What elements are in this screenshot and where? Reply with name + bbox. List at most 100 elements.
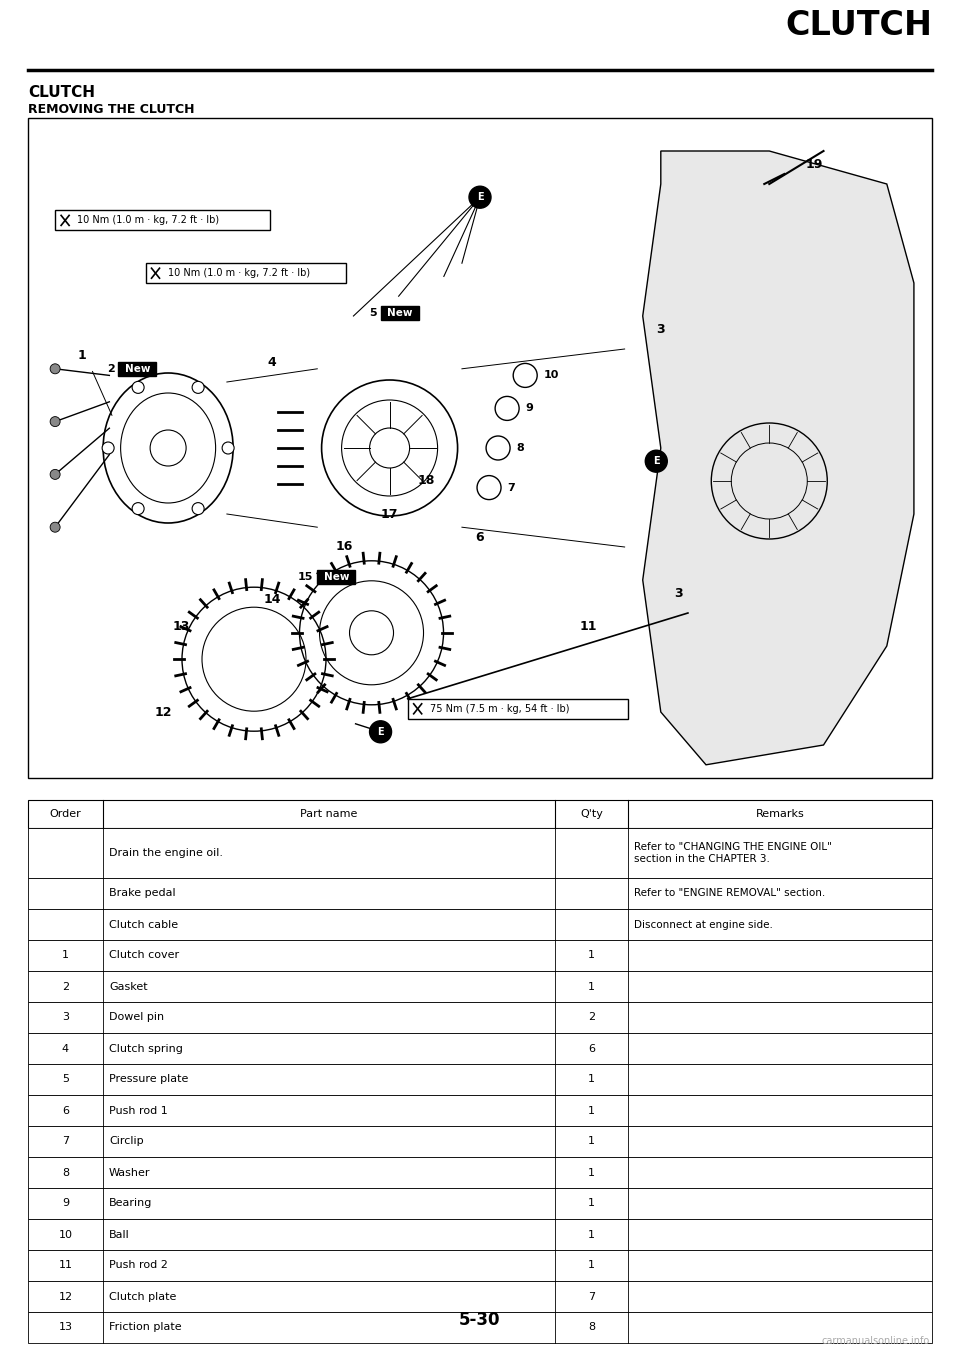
Bar — [28, 940, 932, 971]
Text: Dowel pin: Dowel pin — [109, 1013, 164, 1023]
Bar — [28, 1249, 932, 1281]
Text: 13: 13 — [173, 619, 190, 633]
Circle shape — [370, 721, 392, 743]
Text: E: E — [653, 456, 660, 466]
Text: 1: 1 — [588, 1105, 595, 1115]
Text: Bearing: Bearing — [109, 1199, 153, 1209]
Text: 14: 14 — [263, 593, 281, 606]
Circle shape — [469, 186, 491, 208]
Text: Pressure plate: Pressure plate — [109, 1074, 188, 1085]
Circle shape — [192, 502, 204, 515]
Text: carmanualsonline.info: carmanualsonline.info — [822, 1336, 930, 1346]
Text: Clutch spring: Clutch spring — [109, 1043, 182, 1054]
Text: Clutch plate: Clutch plate — [109, 1291, 177, 1301]
Bar — [28, 1126, 932, 1157]
Text: New: New — [324, 572, 349, 581]
Text: 3: 3 — [62, 1013, 69, 1023]
Text: Q'ty: Q'ty — [580, 809, 603, 819]
Circle shape — [192, 382, 204, 394]
Text: 13: 13 — [59, 1323, 73, 1332]
Text: 4: 4 — [62, 1043, 69, 1054]
Text: New: New — [125, 364, 150, 373]
Polygon shape — [643, 151, 914, 765]
Circle shape — [102, 441, 114, 454]
Text: Push rod 2: Push rod 2 — [109, 1260, 168, 1271]
Text: Refer to "ENGINE REMOVAL" section.: Refer to "ENGINE REMOVAL" section. — [634, 888, 826, 899]
Text: Order: Order — [50, 809, 82, 819]
Circle shape — [645, 451, 667, 473]
Text: Clutch cover: Clutch cover — [109, 951, 180, 960]
Bar — [55, 210, 270, 231]
Text: 17: 17 — [381, 508, 398, 520]
Text: E: E — [377, 727, 384, 737]
Text: Push rod 1: Push rod 1 — [109, 1105, 168, 1115]
Circle shape — [50, 523, 60, 532]
Text: 6: 6 — [476, 531, 484, 543]
Bar — [28, 1002, 932, 1033]
Text: 10: 10 — [543, 371, 559, 380]
Text: 2: 2 — [588, 1013, 595, 1023]
Text: 11: 11 — [580, 619, 597, 633]
Text: 10 Nm (1.0 m · kg, 7.2 ft · lb): 10 Nm (1.0 m · kg, 7.2 ft · lb) — [77, 216, 219, 225]
Text: E: E — [477, 193, 483, 202]
Bar — [28, 971, 932, 1002]
Bar — [28, 1033, 932, 1065]
Text: 1: 1 — [588, 1260, 595, 1271]
Text: 1: 1 — [588, 1137, 595, 1146]
Text: 3: 3 — [657, 323, 665, 335]
Text: Friction plate: Friction plate — [109, 1323, 181, 1332]
Bar — [317, 570, 355, 584]
Text: Part name: Part name — [300, 809, 358, 819]
Text: 19: 19 — [805, 158, 823, 171]
Text: 6: 6 — [62, 1105, 69, 1115]
Text: 8: 8 — [588, 1323, 595, 1332]
Text: 15: 15 — [298, 572, 313, 581]
Bar — [28, 1312, 932, 1343]
Text: 5-30: 5-30 — [459, 1310, 501, 1329]
Circle shape — [50, 364, 60, 373]
Text: 6: 6 — [588, 1043, 595, 1054]
Bar — [408, 699, 628, 718]
Bar — [28, 879, 932, 909]
Text: 1: 1 — [588, 1199, 595, 1209]
Text: 75 Nm (7.5 m · kg, 54 ft · lb): 75 Nm (7.5 m · kg, 54 ft · lb) — [430, 703, 569, 714]
Circle shape — [222, 441, 234, 454]
Text: 3: 3 — [675, 587, 684, 600]
Text: Refer to "CHANGING THE ENGINE OIL": Refer to "CHANGING THE ENGINE OIL" — [634, 842, 832, 851]
Text: section in the CHAPTER 3.: section in the CHAPTER 3. — [634, 854, 770, 865]
Text: Ball: Ball — [109, 1229, 130, 1240]
Text: CLUTCH: CLUTCH — [785, 10, 932, 42]
Text: 2: 2 — [62, 982, 69, 991]
Text: New: New — [387, 308, 412, 318]
Text: 12: 12 — [155, 706, 173, 718]
Bar — [28, 800, 932, 828]
Text: Brake pedal: Brake pedal — [109, 888, 176, 899]
Bar — [28, 1065, 932, 1095]
Text: Gasket: Gasket — [109, 982, 148, 991]
Bar — [28, 1188, 932, 1219]
Bar — [28, 1095, 932, 1126]
Bar — [28, 1219, 932, 1249]
Bar — [28, 828, 932, 879]
Text: 2: 2 — [107, 364, 114, 373]
Text: 1: 1 — [588, 1074, 595, 1085]
Text: 1: 1 — [588, 1229, 595, 1240]
Text: Remarks: Remarks — [756, 809, 804, 819]
Circle shape — [50, 470, 60, 479]
Bar — [118, 361, 156, 376]
Text: 1: 1 — [588, 1168, 595, 1177]
Text: 9: 9 — [62, 1199, 69, 1209]
Text: 8: 8 — [516, 443, 524, 454]
Text: 18: 18 — [417, 474, 435, 488]
Bar — [28, 1281, 932, 1312]
Text: REMOVING THE CLUTCH: REMOVING THE CLUTCH — [28, 103, 195, 115]
Text: 4: 4 — [268, 356, 276, 369]
Text: 7: 7 — [62, 1137, 69, 1146]
Text: Circlip: Circlip — [109, 1137, 144, 1146]
Bar — [28, 118, 932, 778]
Circle shape — [50, 417, 60, 426]
Bar — [146, 263, 346, 284]
Text: CLUTCH: CLUTCH — [28, 86, 95, 100]
Text: Drain the engine oil.: Drain the engine oil. — [109, 847, 223, 858]
Text: 1: 1 — [588, 951, 595, 960]
